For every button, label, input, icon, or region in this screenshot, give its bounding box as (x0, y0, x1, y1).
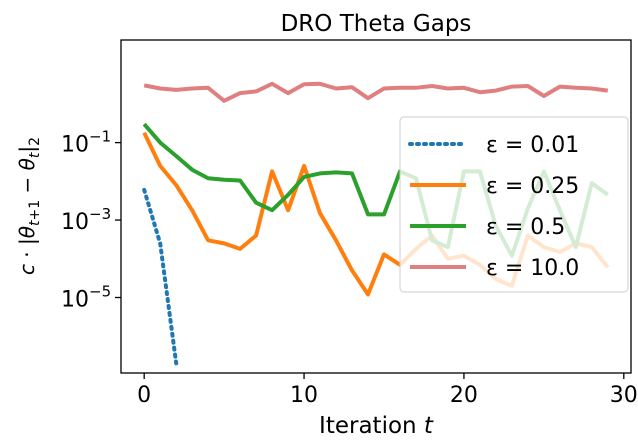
y-axis-label: c · |θt+1 − θt|2 (15, 137, 43, 275)
x-ticks: 0 10 20 30 (137, 373, 638, 408)
x-axis-label-var: t (424, 413, 434, 439)
legend-label-0-5: ε = 0.5 (486, 215, 565, 240)
x-tick-label: 20 (450, 383, 478, 408)
chart-title: DRO Theta Gaps (281, 11, 472, 37)
y-ticks: 10−1 10−3 10−5 (61, 128, 121, 312)
x-axis-label-text: Iteration (319, 413, 424, 439)
series-line-4 (143, 81, 609, 103)
legend-label-0-25: ε = 0.25 (486, 174, 579, 199)
legend-label-0-01: ε = 0.01 (486, 133, 579, 158)
x-tick-label: 30 (610, 383, 638, 408)
legend: ε = 0.01 ε = 0.25 ε = 0.5 ε = 10.0 (399, 116, 629, 293)
y-tick-label: 10−1 (61, 128, 111, 158)
y-tick-label: 10−5 (61, 282, 111, 312)
legend-items: ε = 0.01 ε = 0.25 ε = 0.5 ε = 10.0 (408, 133, 579, 281)
x-tick-label: 0 (137, 383, 151, 408)
x-axis-label: Iteration t (319, 413, 434, 439)
legend-label-10-0: ε = 10.0 (486, 256, 579, 281)
x-tick-label: 10 (290, 383, 318, 408)
y-tick-label: 10−3 (61, 205, 111, 235)
plot-frame (120, 39, 632, 374)
series-line-1 (142, 187, 179, 366)
legend-box (399, 116, 629, 293)
